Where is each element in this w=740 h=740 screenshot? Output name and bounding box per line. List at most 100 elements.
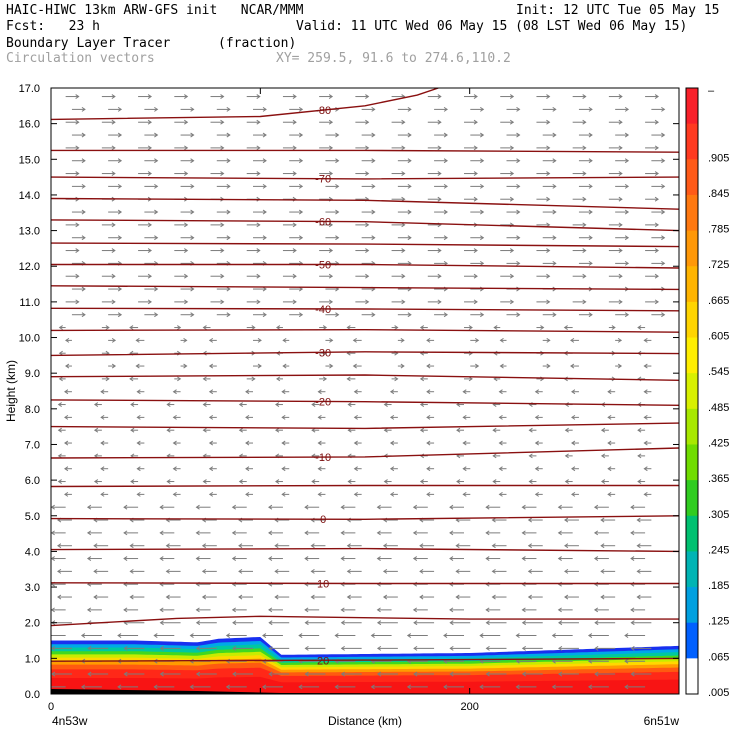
- colorbar-label: .125: [708, 616, 729, 628]
- wind-vector-head: [443, 132, 448, 138]
- wind-vector-head: [618, 94, 623, 99]
- wind-vector-head: [276, 325, 281, 330]
- y-tick-label: 3.0: [25, 582, 40, 594]
- wind-vector-head: [274, 594, 279, 600]
- wind-vector-head: [136, 466, 141, 472]
- wind-vector-head: [654, 196, 659, 202]
- wind-vector-head: [376, 671, 382, 677]
- wind-vector-head: [184, 248, 189, 253]
- wind-vector-head: [256, 273, 261, 279]
- colorbar-swatch: [686, 230, 698, 267]
- wind-vector-head: [534, 414, 540, 420]
- wind-vector-head: [159, 504, 164, 510]
- wind-vector-head: [105, 325, 110, 330]
- wind-vector-head: [546, 299, 551, 305]
- wind-vector-head: [335, 312, 340, 318]
- field-units: (fraction): [218, 36, 297, 51]
- wind-vector-head: [147, 171, 152, 176]
- wind-vector-head: [208, 440, 214, 446]
- wind-vector-head: [166, 427, 171, 433]
- wind-vector-head: [154, 235, 159, 241]
- wind-vector-head: [456, 479, 461, 484]
- wind-vector-head: [654, 94, 659, 99]
- wind-vector-head: [93, 594, 98, 600]
- wind-vector-head: [232, 645, 237, 651]
- isotherm-line: [51, 285, 679, 291]
- wind-vector-head: [58, 325, 63, 330]
- wind-vector-head: [195, 504, 200, 510]
- wind-vector-head: [46, 634, 49, 638]
- wind-vector-head: [401, 196, 406, 202]
- wind-vector-head: [521, 645, 527, 651]
- wind-vector-head: [376, 556, 381, 561]
- wind-vector-head: [407, 106, 412, 112]
- wind-vector-head: [165, 568, 170, 574]
- wind-vector-head: [492, 453, 497, 459]
- wind-vector-head: [154, 209, 159, 215]
- isotherm-line: [51, 197, 679, 210]
- wind-vector-head: [282, 337, 287, 343]
- colorbar-label: –: [708, 85, 715, 97]
- wind-vector-head: [64, 389, 69, 395]
- wind-vector-head: [426, 337, 431, 343]
- wind-vector-head: [111, 299, 116, 305]
- wind-vector-head: [468, 376, 473, 382]
- wind-vector-head: [443, 633, 448, 638]
- wind-vector-head: [516, 132, 521, 138]
- wind-vector-head: [485, 504, 490, 510]
- wind-vector-head: [159, 645, 164, 651]
- wind-vector-head: [117, 158, 123, 164]
- wind-vector-head: [226, 209, 231, 215]
- wind-vector-head: [317, 389, 322, 395]
- wind-vector-head: [661, 158, 666, 164]
- wind-vector-head: [521, 530, 526, 536]
- wind-vector-head: [317, 414, 322, 420]
- wind-vector-head: [111, 94, 116, 99]
- wind-vector-head: [371, 209, 376, 215]
- circulation-vectors: [46, 94, 666, 690]
- wind-vector-head: [147, 222, 152, 228]
- wind-vector-head: [51, 530, 55, 536]
- colorbar-swatch: [686, 408, 698, 445]
- wind-vector-head: [426, 440, 431, 446]
- wind-vector-head: [437, 273, 442, 279]
- wind-vector-head: [195, 645, 201, 651]
- wind-vector-head: [100, 414, 105, 420]
- wind-vector-head: [153, 633, 158, 638]
- wind-vector-head: [262, 312, 267, 318]
- isotherm-label: -70: [315, 174, 331, 186]
- wind-vector-head: [473, 145, 478, 151]
- wind-vector-head: [643, 466, 648, 472]
- wind-vector-head: [304, 671, 309, 677]
- wind-vector-head: [183, 363, 188, 369]
- wind-vector-head: [600, 453, 606, 459]
- wind-vector-head: [588, 235, 593, 241]
- wind-vector-head: [473, 94, 478, 99]
- wind-vector-head: [382, 568, 388, 574]
- wind-vector-head: [262, 209, 267, 215]
- wind-vector-head: [426, 363, 431, 369]
- wind-vector-head: [154, 183, 159, 189]
- y-tick-label: 15.0: [19, 154, 40, 166]
- wind-vector-head: [231, 607, 237, 613]
- x-tick-label: 200: [460, 701, 478, 713]
- wind-vector-head: [480, 183, 485, 189]
- wind-vector-head: [564, 427, 569, 433]
- wind-vector-head: [551, 684, 556, 690]
- wind-vector-head: [281, 466, 286, 472]
- wind-vector-head: [154, 106, 159, 112]
- wind-vector-head: [256, 248, 261, 253]
- wind-vector-head: [86, 556, 92, 561]
- isotherm-line: [51, 263, 679, 269]
- wind-vector-head: [401, 119, 406, 125]
- wind-vector-head: [238, 543, 243, 549]
- wind-vector-head: [437, 248, 442, 253]
- wind-vector-head: [117, 209, 123, 215]
- wind-vector-head: [238, 568, 243, 574]
- wind-vector-head: [172, 389, 177, 395]
- wind-vector-head: [473, 196, 478, 202]
- colorbar-swatch: [686, 194, 698, 232]
- wind-vector-head: [111, 337, 117, 343]
- wind-vector-head: [365, 248, 370, 253]
- wind-vector-head: [64, 466, 69, 472]
